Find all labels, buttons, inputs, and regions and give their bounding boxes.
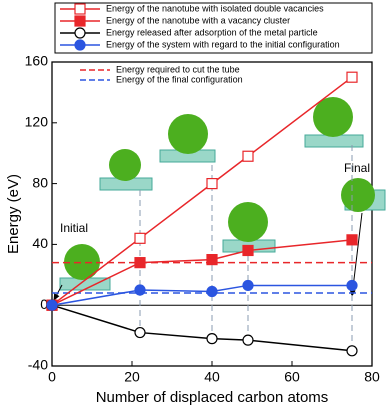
legend-label: Energy of the system with regard to the …: [106, 39, 340, 49]
data-point: [346, 234, 358, 246]
series-line: [51, 239, 353, 306]
data-point: [206, 254, 218, 266]
series-line: [51, 304, 353, 352]
data-point: [46, 299, 58, 311]
nanotube-images: [53, 97, 386, 301]
legend-label: Energy of the final configuration: [116, 74, 243, 84]
data-point: [346, 279, 358, 292]
data-point: [346, 71, 358, 83]
data-point: [242, 334, 254, 346]
x-tick-label: 0: [48, 369, 56, 385]
data-point: [134, 326, 146, 339]
series-line: [51, 76, 353, 306]
legend-marker: [74, 3, 86, 15]
data-point: [206, 178, 218, 190]
data-point: [134, 284, 146, 296]
data-point: [206, 333, 218, 345]
y-tick-label: 80: [32, 174, 48, 190]
legend-label: Energy of the nanotube with a vacancy cl…: [106, 15, 290, 25]
data-point: [242, 244, 254, 257]
legend-label: Energy of the nanotube with isolated dou…: [106, 3, 324, 13]
legend-label: Energy required to cut the tube: [116, 64, 240, 74]
y-axis-label: Energy (eV): [5, 174, 22, 254]
y-tick-label: 40: [32, 235, 48, 251]
data-point: [242, 279, 254, 292]
legend-marker: [74, 39, 86, 51]
legend-marker: [74, 27, 86, 39]
x-tick-label: 80: [364, 369, 380, 385]
data-point: [242, 150, 254, 162]
x-tick-label: 40: [204, 369, 220, 385]
legend-box: [54, 2, 373, 54]
y-tick-label: 160: [25, 53, 49, 69]
y-tick-label: 120: [25, 114, 49, 130]
annotation: Final: [344, 161, 370, 175]
legend-label: Energy released after adsorption of the …: [106, 27, 318, 37]
data-point: [206, 285, 218, 298]
x-tick-label: 20: [124, 369, 140, 385]
data-point: [346, 345, 358, 357]
legend-marker: [74, 15, 86, 27]
x-axis-label: Number of displaced carbon atoms: [96, 389, 329, 406]
y-tick-label: -40: [28, 357, 48, 373]
x-tick-label: 60: [284, 369, 300, 385]
data-point: [134, 232, 146, 244]
annotation: Initial: [60, 221, 88, 235]
y-tick-label: 0: [40, 296, 48, 312]
data-point: [134, 257, 146, 269]
